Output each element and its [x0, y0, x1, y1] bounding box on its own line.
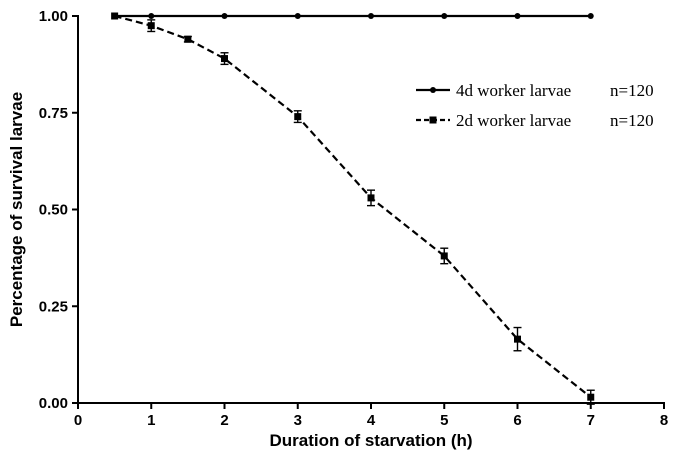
y-tick-label: 0.00 — [39, 395, 68, 412]
legend-marker — [430, 87, 436, 93]
legend-item-2d: 2d worker larvae n=120 — [416, 111, 654, 130]
series-layer — [111, 12, 595, 405]
series-4d — [111, 13, 594, 19]
data-point — [514, 13, 521, 19]
data-point — [221, 55, 228, 63]
legend-line-4d — [416, 87, 450, 93]
x-tick-label: 1 — [147, 412, 155, 429]
data-point — [147, 22, 155, 30]
legend-n-2d: n=120 — [610, 111, 654, 130]
x-axis-title: Duration of starvation (h) — [269, 431, 472, 450]
x-tick-label: 3 — [294, 412, 302, 429]
legend: 4d worker larvae n=120 2d worker larvae … — [416, 81, 654, 130]
legend-label-4d: 4d worker larvae — [456, 81, 571, 100]
legend-marker — [429, 116, 437, 124]
data-point — [221, 13, 228, 19]
x-tick-label: 6 — [513, 412, 521, 429]
y-tick-label: 0.75 — [39, 105, 68, 122]
x-tick-label: 4 — [367, 412, 376, 429]
axes — [77, 15, 665, 404]
data-point — [148, 13, 155, 19]
legend-line-2d — [416, 116, 450, 124]
x-tick-label: 5 — [440, 412, 448, 429]
legend-item-4d: 4d worker larvae n=120 — [416, 81, 654, 100]
y-tick-label: 0.50 — [39, 202, 68, 219]
series-2d — [111, 12, 595, 405]
data-point — [184, 35, 192, 43]
legend-n-4d: n=120 — [610, 81, 654, 100]
data-point — [587, 393, 595, 401]
x-tick-label: 7 — [587, 412, 595, 429]
data-point — [587, 13, 594, 19]
x-ticks: 0 1 2 3 4 5 6 7 8 — [74, 403, 668, 429]
data-point — [440, 252, 448, 260]
y-tick-label: 0.25 — [39, 298, 68, 315]
data-point — [111, 12, 119, 20]
data-point — [367, 194, 375, 202]
data-point — [514, 335, 521, 343]
legend-label-2d: 2d worker larvae — [456, 111, 571, 130]
x-tick-label: 8 — [660, 412, 668, 429]
x-tick-label: 2 — [220, 412, 228, 429]
data-point — [294, 113, 302, 121]
y-ticks: 0.00 0.25 0.50 0.75 1.00 — [39, 8, 78, 412]
y-tick-label: 1.00 — [39, 8, 68, 25]
x-tick-label: 0 — [74, 412, 82, 429]
data-point — [441, 13, 448, 19]
data-point — [368, 13, 374, 19]
y-axis-title: Percentage of survival larvae — [7, 92, 26, 327]
data-point — [294, 13, 301, 19]
